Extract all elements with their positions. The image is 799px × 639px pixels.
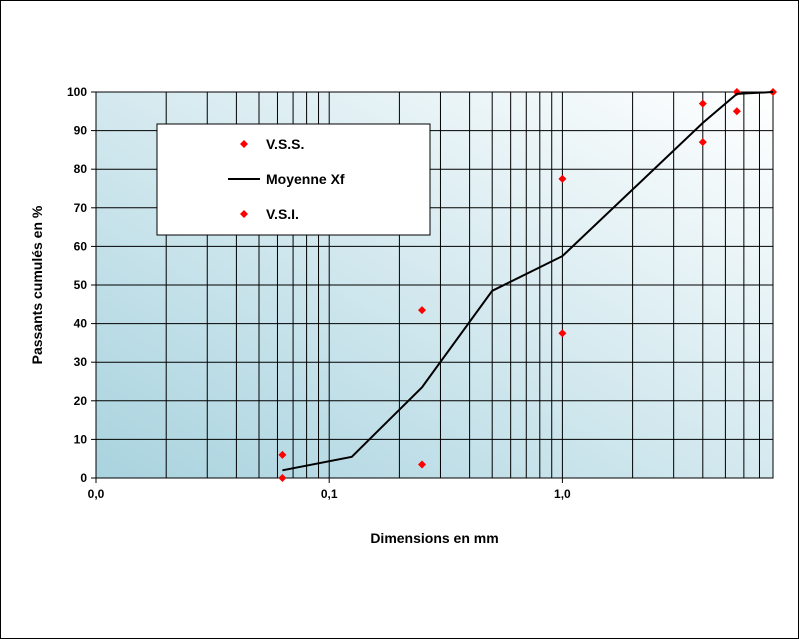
data-point-v-s-i xyxy=(278,474,287,482)
data-point-v-s-i xyxy=(558,329,567,338)
y-tick-label: 50 xyxy=(74,278,88,292)
series-line-moyenne-xf xyxy=(282,91,774,472)
y-tick-label: 10 xyxy=(74,432,88,446)
legend-label-v-s-i: V.S.I. xyxy=(266,206,299,222)
legend: V.S.S. Moyenne Xf V.S.I. xyxy=(156,123,431,236)
data-point-v-s-i xyxy=(698,138,707,147)
data-point-v-s-s xyxy=(698,99,707,108)
legend-swatch-v-s-s xyxy=(240,140,248,148)
legend-box xyxy=(156,123,431,236)
legend-label-v-s-s: V.S.S. xyxy=(266,136,304,152)
data-point-v-s-i xyxy=(732,107,741,116)
y-tick-label: 90 xyxy=(74,124,88,138)
x-tick-label: 1,0 xyxy=(554,487,571,501)
y-tick-label: 30 xyxy=(74,355,88,369)
data-point-v-s-s xyxy=(417,306,426,315)
x-tick-label: 0,1 xyxy=(321,487,338,501)
y-tick-label: 80 xyxy=(74,162,88,176)
y-tick-label: 20 xyxy=(74,394,88,408)
y-tick-label: 40 xyxy=(74,317,88,331)
legend-swatch-v-s-i xyxy=(240,210,248,218)
y-tick-label: 100 xyxy=(67,85,87,99)
y-tick-label: 60 xyxy=(74,239,88,253)
y-axis-title: Passants cumulés en % xyxy=(29,205,45,364)
x-axis-ticks: 0,0 0,1 1,0 xyxy=(88,478,571,501)
series-layer xyxy=(278,88,777,482)
x-tick-label: 0,0 xyxy=(88,487,105,501)
x-axis-title: Dimensions en mm xyxy=(370,530,498,546)
data-point-v-s-s xyxy=(278,450,287,459)
data-point-v-s-i xyxy=(417,460,426,469)
data-point-v-s-s xyxy=(558,174,567,183)
legend-label-moyenne-xf: Moyenne Xf xyxy=(266,171,345,187)
y-axis-ticks: 0 10 20 30 40 50 60 70 80 90 100 xyxy=(67,85,96,485)
y-tick-label: 0 xyxy=(80,471,87,485)
y-tick-label: 70 xyxy=(74,201,88,215)
